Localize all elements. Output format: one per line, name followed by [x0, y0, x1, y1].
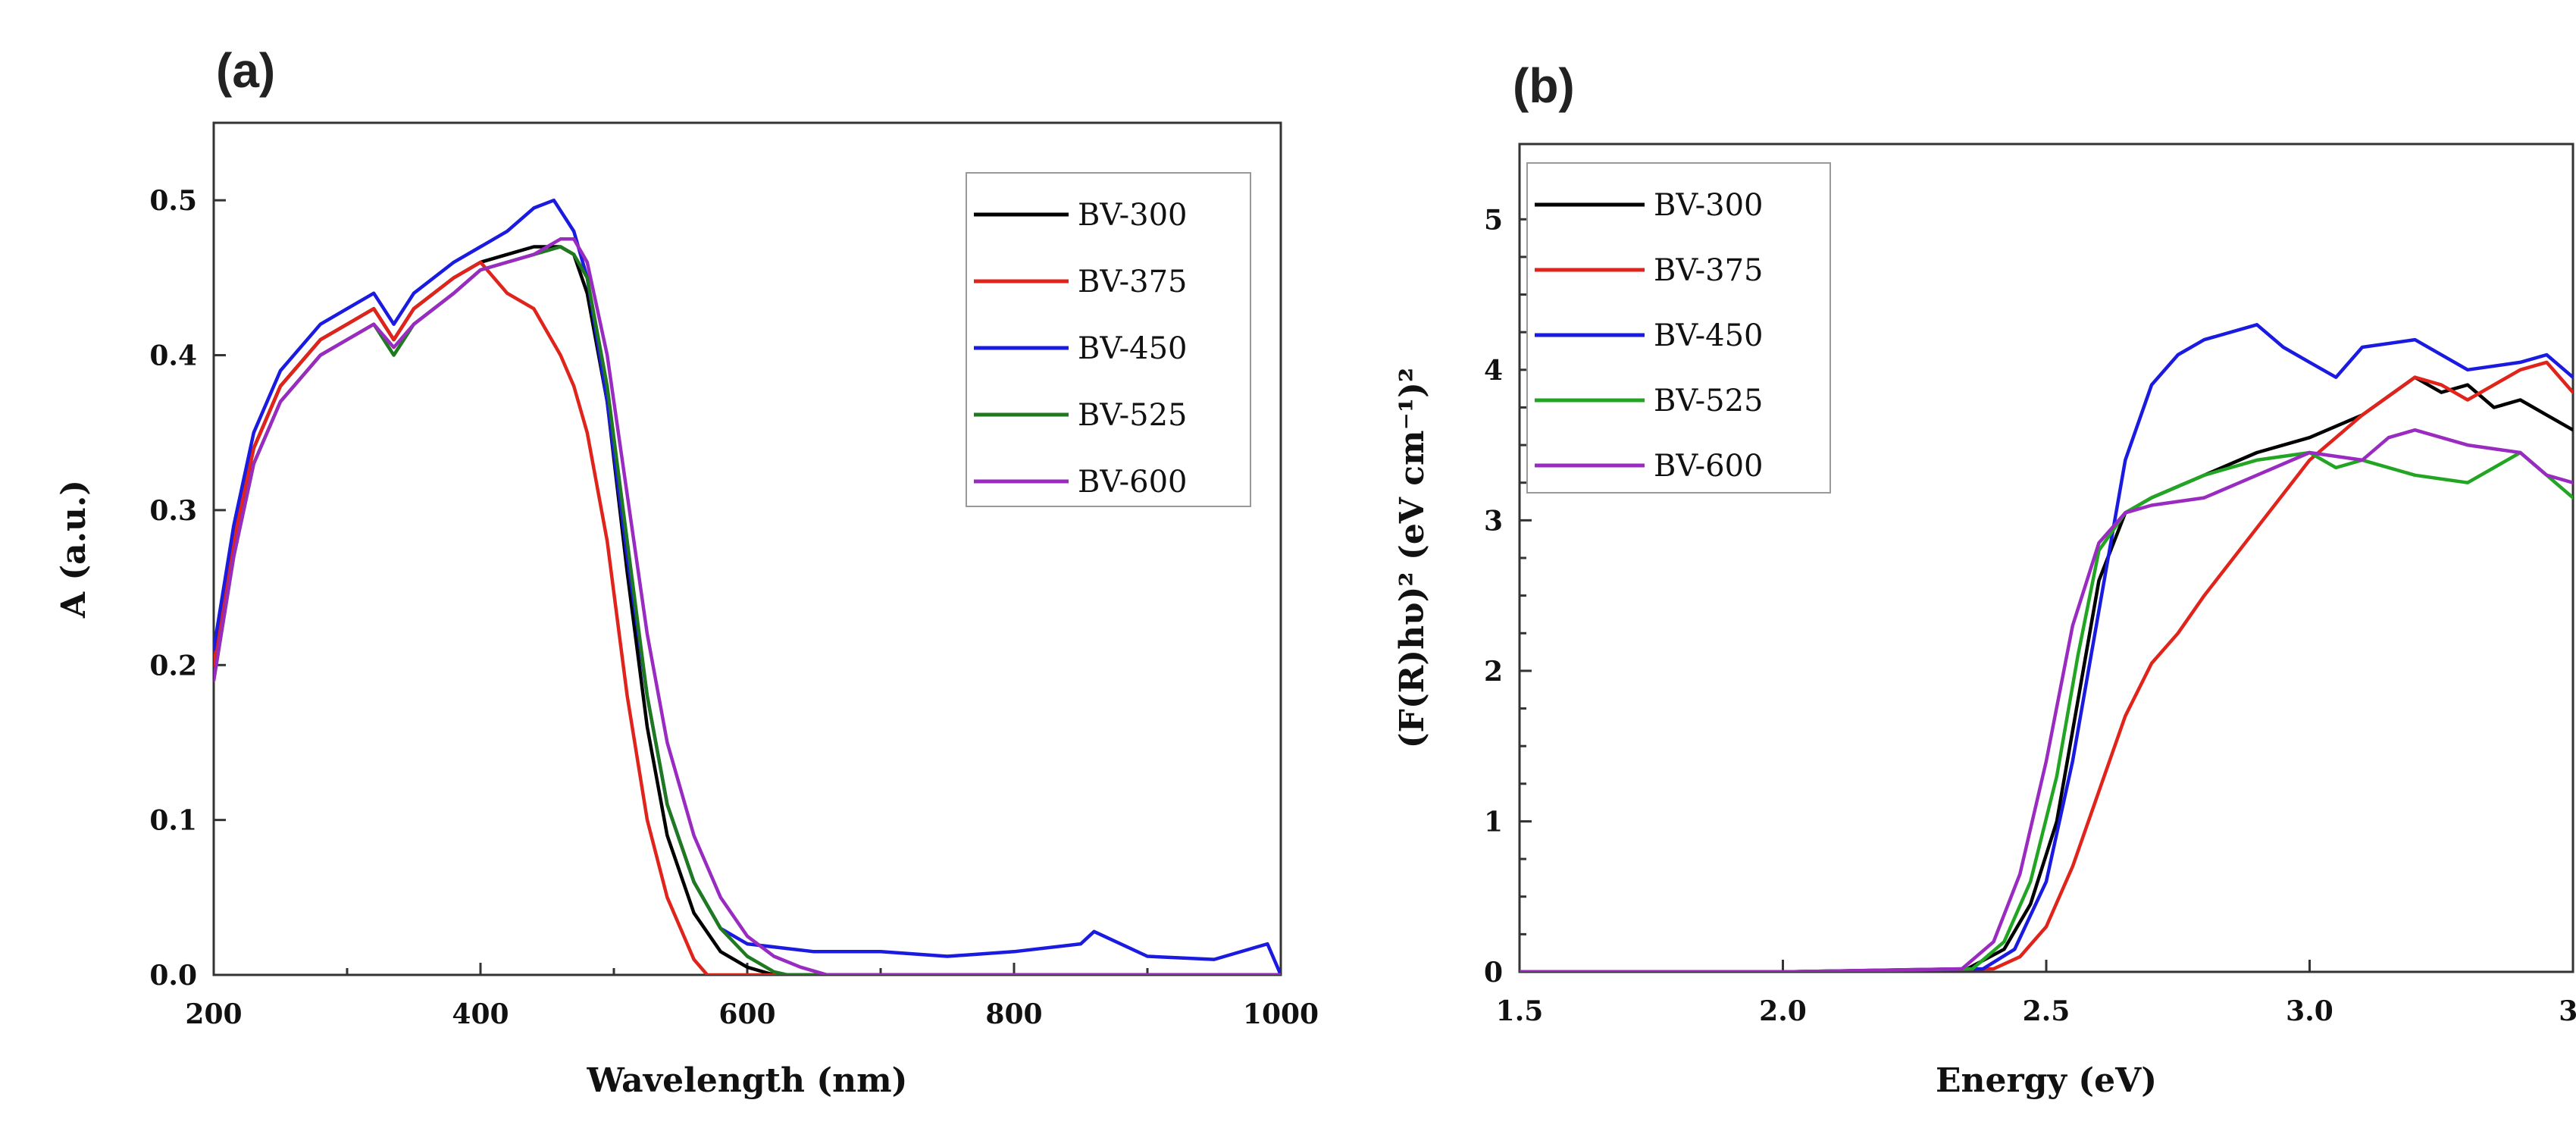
legend-label: BV-375	[1078, 265, 1187, 299]
y-tick-label: 2	[1484, 656, 1503, 688]
legend-label: BV-300	[1078, 198, 1187, 233]
series-line-bv-600	[1520, 428, 2573, 972]
legend-label: BV-525	[1654, 384, 1763, 418]
x-tick-label: 600	[718, 998, 775, 1030]
y-tick-label: 0.1	[149, 805, 197, 837]
panel-a-y-axis-title: A (a.u.)	[55, 480, 93, 619]
y-tick-label: 5	[1484, 204, 1503, 236]
x-tick-label: 400	[452, 998, 509, 1030]
legend-label: BV-600	[1654, 449, 1763, 484]
panel-a-x-axis-title: Wavelength (nm)	[587, 1061, 908, 1100]
series-line-bv-525	[1520, 450, 2573, 972]
y-tick-label: 0.2	[149, 650, 197, 682]
series-line-bv-450	[214, 198, 1281, 975]
panel-a-label: (a)	[216, 43, 275, 98]
x-tick-label: 2.5	[2023, 995, 2071, 1027]
legend-label: BV-600	[1078, 465, 1187, 500]
y-tick-label: 0.3	[149, 495, 197, 527]
panel-b-x-axis-title: Energy (eV)	[1936, 1061, 2157, 1100]
legend-box	[966, 172, 1251, 507]
y-tick-label: 0	[1484, 957, 1503, 989]
legend-label: BV-525	[1078, 398, 1187, 433]
legend-label: BV-375	[1654, 253, 1763, 288]
series-line-bv-450	[1520, 323, 2573, 972]
y-tick-label: 0.4	[149, 340, 197, 372]
legend-label: BV-450	[1078, 331, 1187, 366]
legend-box	[1526, 162, 1831, 494]
series-line-bv-600	[214, 237, 1281, 975]
panel-a-legend: BV-300 BV-375 BV-450 BV-525 BV-600	[966, 172, 1251, 507]
panel-a-ticks: 200 400 600 800 1000 0.0 0.1 0.2 0.3 0.4 0.5	[149, 185, 1319, 1030]
panel-b-series	[1520, 323, 2573, 972]
series-line-bv-375	[214, 260, 1281, 975]
x-tick-label: 2.0	[1759, 995, 1807, 1027]
y-tick-label: 3	[1484, 505, 1503, 537]
panel-b-legend: BV-300 BV-375 BV-450 BV-525 BV-600	[1526, 162, 1831, 494]
y-tick-label: 4	[1484, 355, 1503, 387]
panel-b-y-axis-title: (F(R)hυ)² (eV cm⁻¹)²	[1393, 368, 1432, 748]
x-tick-label: 1000	[1243, 998, 1319, 1030]
x-tick-label: 200	[185, 998, 242, 1030]
series-line-bv-375	[1520, 360, 2573, 972]
y-tick-label: 0.0	[149, 960, 197, 992]
panel-a-series	[214, 198, 1281, 975]
panel-a: (a) 200 400 600 800 1000 0.0 0.1 0.2 0.3 0.4 0.5 B…	[55, 43, 1319, 1100]
y-tick-label: 1	[1484, 806, 1503, 838]
legend-label: BV-300	[1654, 188, 1763, 223]
y-tick-label: 0.5	[149, 185, 197, 217]
panel-b-label: (b)	[1513, 58, 1575, 113]
x-tick-label: 1.5	[1496, 995, 1544, 1027]
x-tick-label: 800	[985, 998, 1042, 1030]
x-tick-label: 3.0	[2286, 995, 2333, 1027]
legend-label: BV-450	[1654, 318, 1763, 353]
x-tick-label: 3.	[2559, 995, 2576, 1027]
